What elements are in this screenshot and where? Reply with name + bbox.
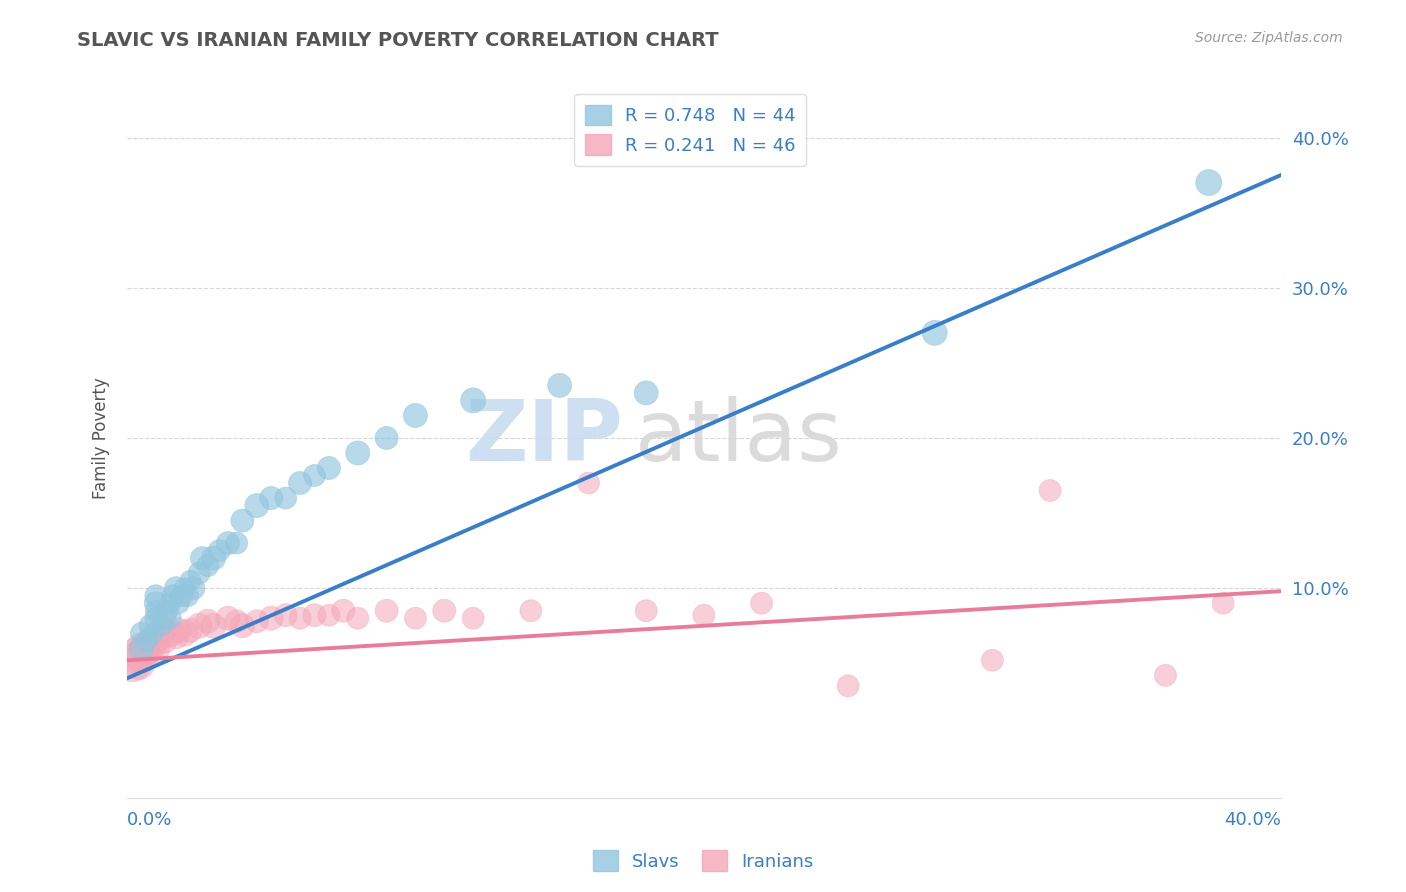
Point bbox=[208, 543, 231, 558]
Point bbox=[176, 589, 198, 603]
Point bbox=[145, 611, 167, 625]
Point bbox=[167, 624, 190, 638]
Text: atlas: atlas bbox=[634, 396, 842, 480]
Point bbox=[150, 629, 173, 643]
Point bbox=[246, 499, 269, 513]
Point bbox=[142, 626, 165, 640]
Point bbox=[173, 581, 195, 595]
Point bbox=[404, 611, 426, 625]
Point bbox=[145, 589, 167, 603]
Point bbox=[165, 629, 187, 643]
Point bbox=[225, 614, 247, 628]
Point bbox=[145, 604, 167, 618]
Point bbox=[145, 633, 167, 648]
Point bbox=[520, 604, 543, 618]
Point bbox=[188, 619, 211, 633]
Point bbox=[274, 491, 297, 505]
Point bbox=[197, 614, 219, 628]
Point bbox=[231, 514, 253, 528]
Point bbox=[288, 476, 311, 491]
Point bbox=[159, 626, 181, 640]
Point bbox=[636, 604, 658, 618]
Point bbox=[693, 608, 716, 623]
Point bbox=[260, 611, 283, 625]
Point bbox=[288, 611, 311, 625]
Point bbox=[188, 566, 211, 581]
Point bbox=[924, 326, 946, 340]
Text: Source: ZipAtlas.com: Source: ZipAtlas.com bbox=[1195, 31, 1343, 45]
Point bbox=[751, 596, 773, 610]
Point bbox=[1198, 176, 1220, 190]
Point bbox=[153, 633, 176, 648]
Point bbox=[136, 633, 159, 648]
Point bbox=[578, 476, 600, 491]
Point bbox=[346, 446, 368, 460]
Point bbox=[433, 604, 456, 618]
Point bbox=[318, 608, 340, 623]
Point bbox=[202, 551, 225, 566]
Point bbox=[142, 638, 165, 652]
Point bbox=[124, 648, 146, 663]
Point bbox=[981, 653, 1004, 667]
Point bbox=[191, 551, 214, 566]
Point bbox=[173, 626, 195, 640]
Text: SLAVIC VS IRANIAN FAMILY POVERTY CORRELATION CHART: SLAVIC VS IRANIAN FAMILY POVERTY CORRELA… bbox=[77, 31, 718, 50]
Point bbox=[139, 619, 162, 633]
Point bbox=[217, 611, 239, 625]
Point bbox=[145, 641, 167, 656]
Point bbox=[246, 614, 269, 628]
Point bbox=[156, 604, 179, 618]
Point bbox=[217, 536, 239, 550]
Point bbox=[1039, 483, 1062, 498]
Point bbox=[183, 581, 205, 595]
Point bbox=[332, 604, 354, 618]
Point bbox=[159, 596, 181, 610]
Point bbox=[136, 644, 159, 658]
Point bbox=[179, 624, 201, 638]
Point bbox=[1212, 596, 1234, 610]
Point bbox=[167, 596, 190, 610]
Point bbox=[128, 657, 150, 671]
Point bbox=[170, 589, 193, 603]
Point bbox=[231, 619, 253, 633]
Point bbox=[404, 409, 426, 423]
Point bbox=[131, 641, 153, 656]
Point bbox=[375, 431, 398, 445]
Point bbox=[202, 619, 225, 633]
Point bbox=[463, 611, 485, 625]
Point bbox=[165, 581, 187, 595]
Text: 40.0%: 40.0% bbox=[1225, 811, 1281, 829]
Point bbox=[159, 611, 181, 625]
Point bbox=[346, 611, 368, 625]
Point bbox=[139, 633, 162, 648]
Point bbox=[375, 604, 398, 618]
Point bbox=[260, 491, 283, 505]
Point bbox=[318, 461, 340, 475]
Legend: R = 0.748   N = 44, R = 0.241   N = 46: R = 0.748 N = 44, R = 0.241 N = 46 bbox=[575, 94, 807, 166]
Point bbox=[548, 378, 571, 392]
Point bbox=[179, 574, 201, 588]
Text: 0.0%: 0.0% bbox=[127, 811, 173, 829]
Point bbox=[274, 608, 297, 623]
Y-axis label: Family Poverty: Family Poverty bbox=[93, 377, 110, 499]
Point bbox=[837, 679, 859, 693]
Point bbox=[463, 393, 485, 408]
Point bbox=[225, 536, 247, 550]
Point bbox=[134, 641, 156, 656]
Point bbox=[153, 611, 176, 625]
Point bbox=[131, 648, 153, 663]
Point bbox=[197, 558, 219, 573]
Point bbox=[131, 626, 153, 640]
Text: ZIP: ZIP bbox=[465, 396, 623, 480]
Point bbox=[1154, 668, 1177, 682]
Point bbox=[131, 641, 153, 656]
Point bbox=[636, 385, 658, 400]
Legend: Slavs, Iranians: Slavs, Iranians bbox=[585, 843, 821, 879]
Point bbox=[162, 589, 184, 603]
Point bbox=[304, 468, 326, 483]
Point bbox=[304, 608, 326, 623]
Point bbox=[145, 596, 167, 610]
Point bbox=[150, 619, 173, 633]
Point bbox=[121, 657, 143, 671]
